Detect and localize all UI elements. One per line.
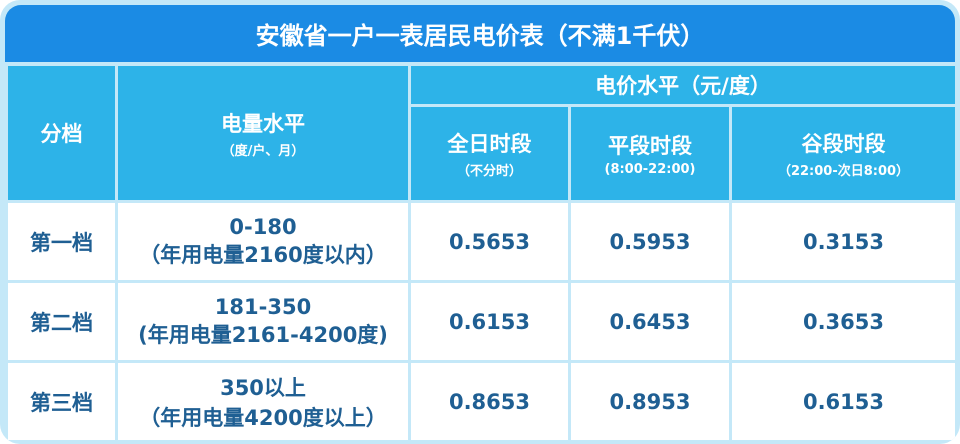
header-text: 电量水平: [221, 111, 305, 136]
range-note: (年用电量2161-4200度): [138, 322, 388, 347]
tier-text: 第一档: [30, 230, 93, 255]
table-cell: 181-350 (年用电量2161-4200度): [118, 283, 408, 360]
table-cell: 0.8953: [571, 363, 729, 440]
title-text: 安徽省一户一表居民电价表（不满1千伏）: [255, 22, 705, 50]
header-text: 平段时段: [608, 134, 692, 158]
header-text: 全日时段: [447, 132, 532, 156]
header-note: （度/户、月）: [221, 143, 305, 159]
price-text: 0.8653: [448, 389, 531, 414]
table-cell: 0-180 （年用电量2160度以内）: [118, 203, 408, 280]
table-cell: 350以上 （年用电量4200度以上）: [118, 363, 408, 440]
table-title: 安徽省一户一表居民电价表（不满1千伏）: [5, 5, 955, 62]
range-text: 0-180: [229, 214, 297, 239]
table-cell: 0.6453: [571, 283, 729, 360]
header-cell: 平段时段 (8:00-22:00): [571, 107, 729, 200]
table-cell: 0.5953: [571, 203, 729, 280]
header-cell: 谷段时段 （22:00-次日8:00）: [732, 107, 955, 200]
table-cell: 0.6153: [732, 363, 955, 440]
price-text: 0.6153: [448, 309, 531, 334]
price-text: 0.6453: [609, 309, 691, 334]
tier-text: 第三档: [30, 390, 93, 415]
price-text: 0.6153: [802, 389, 885, 414]
table-cell: 0.3653: [732, 283, 955, 360]
header-cell: 电价水平（元/度）: [411, 66, 955, 104]
header-text: 分档: [40, 122, 83, 146]
range-text: 350以上: [220, 375, 306, 400]
price-text: 0.5953: [609, 229, 691, 254]
price-text: 0.3653: [802, 309, 885, 334]
header-note: （22:00-次日8:00）: [777, 164, 910, 179]
table-cell: 第一档: [8, 203, 115, 280]
price-text: 0.8953: [609, 389, 691, 414]
range-note: （年用电量4200度以上）: [139, 405, 387, 430]
table-cell: 0.5653: [411, 203, 568, 280]
range-text: 181-350: [214, 294, 312, 319]
price-text: 0.5653: [448, 229, 531, 254]
table-cell: 第二档: [8, 283, 115, 360]
table-cell: 0.8653: [411, 363, 568, 440]
price-text: 0.3153: [802, 229, 885, 254]
header-cell: 电量水平 （度/户、月）: [118, 66, 408, 200]
header-note: (8:00-22:00): [604, 162, 696, 177]
tier-text: 第二档: [30, 310, 93, 335]
header-text: 电价水平（元/度）: [595, 74, 771, 98]
header-note: （不分时）: [456, 164, 522, 179]
header-cell: 全日时段 （不分时）: [411, 107, 568, 200]
table-cell: 第三档: [8, 363, 115, 440]
table-cell: 0.6153: [411, 283, 568, 360]
header-text: 谷段时段: [801, 132, 886, 156]
header-cell: 分档: [8, 66, 115, 200]
range-note: （年用电量2160度以内）: [139, 242, 387, 267]
table-cell: 0.3153: [732, 203, 955, 280]
